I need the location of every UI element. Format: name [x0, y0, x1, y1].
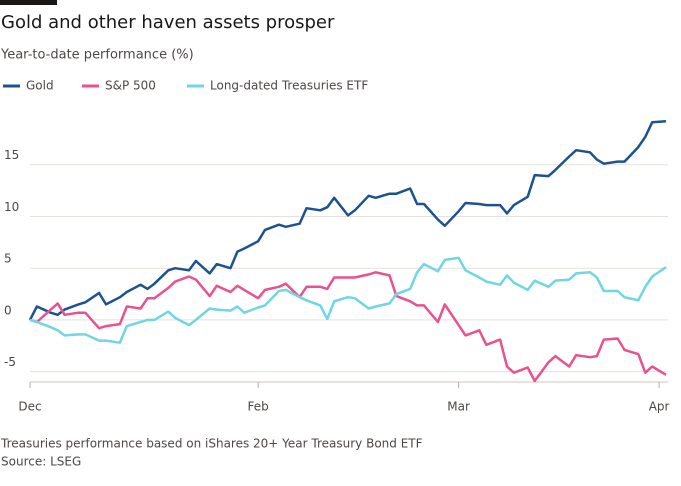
legend-label: Long-dated Treasuries ETF [210, 79, 368, 93]
x-tick-label: Feb [248, 400, 269, 414]
y-tick-label: 5 [4, 252, 12, 266]
legend-label: Gold [26, 79, 54, 93]
series-line [29, 256, 667, 344]
x-tick-label: Apr [649, 400, 670, 414]
y-tick-label: 10 [4, 200, 19, 214]
x-tick-label: Dec [18, 400, 41, 414]
series-line [28, 120, 667, 321]
chart-subtitle: Year-to-date performance (%) [0, 48, 194, 63]
chart-title: Gold and other haven assets prosper [1, 12, 335, 33]
y-tick-label: 15 [4, 148, 19, 162]
note: Treasuries performance based on iShares … [0, 437, 423, 451]
y-tick-label: -5 [4, 355, 16, 369]
source: Source: LSEG [1, 455, 81, 469]
y-tick-label: 0 [4, 303, 12, 317]
x-tick-label: Mar [447, 400, 470, 414]
series-line [29, 271, 667, 383]
legend-label: S&P 500 [105, 79, 156, 93]
brand-bar [0, 0, 57, 5]
